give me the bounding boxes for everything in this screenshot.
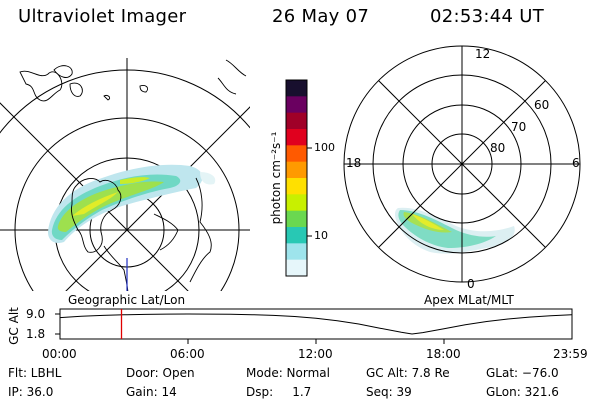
status-gain: Gain: 14 [126, 385, 177, 399]
time-tick-1200: 12:00 [298, 347, 333, 361]
mlt-label-18: 18 [346, 156, 362, 170]
aurora-emission-mag [394, 207, 515, 254]
colorbar-segment [286, 243, 307, 261]
magnetic-caption: Apex MLat/MLT [424, 293, 514, 307]
colorbar-segment [286, 80, 307, 97]
colorbar-segment [286, 112, 307, 130]
observation-date: 26 May 07 [272, 6, 370, 27]
magnetic-polar-plot [343, 45, 581, 283]
mlat-label-70: 70 [511, 120, 527, 134]
mlt-line-diag [378, 80, 546, 248]
altitude-plot [55, 308, 573, 344]
colorbar-segment [286, 178, 307, 195]
status-dsp: Dsp: 1.7 [246, 385, 312, 399]
mlt-label-0: 0 [467, 277, 475, 291]
colorbar-tick-10: 10 [314, 229, 328, 242]
status-filter: Flt: LBHL [8, 366, 62, 380]
time-tick-0600: 06:00 [170, 347, 205, 361]
colorbar-tick-100: 100 [314, 141, 335, 154]
time-tick-2359: 23:59 [553, 347, 588, 361]
instrument-title: Ultraviolet Imager [18, 6, 187, 27]
meridian-line [65, 229, 128, 291]
colorbar [285, 79, 312, 277]
time-tick-1800: 18:00 [426, 347, 461, 361]
observation-time: 02:53:44 UT [430, 6, 545, 27]
colorbar-segment [286, 145, 307, 163]
mlat-label-80: 80 [490, 141, 506, 155]
colorbar-segment [286, 161, 307, 179]
time-tick-0000: 00:00 [42, 347, 77, 361]
geographic-map [0, 58, 250, 291]
mlat-label-60: 60 [534, 98, 550, 112]
meridian-line [126, 229, 189, 291]
altitude-y-min: 1.8 [26, 327, 46, 341]
altitude-plot-frame [59, 308, 573, 340]
colorbar-segment [286, 227, 307, 244]
meridian-line [126, 106, 250, 231]
status-seq: Seq: 39 [366, 385, 412, 399]
colorbar-segment [286, 194, 307, 212]
gc-altitude-curve [59, 313, 572, 335]
aurora-emission-geo [48, 164, 216, 243]
mlt-label-6: 6 [572, 156, 580, 170]
altitude-y-max: 9.0 [26, 307, 46, 321]
status-door: Door: Open [126, 366, 195, 380]
colorbar-segment [286, 210, 307, 228]
colorbar-segment [286, 96, 307, 114]
colorbar-segment [286, 129, 307, 146]
status-gc-alt: GC Alt: 7.8 Re [366, 366, 450, 380]
status-glat: GLat: −76.0 [486, 366, 559, 380]
mlt-label-12: 12 [475, 47, 491, 61]
altitude-ylabel: GC Alt [7, 307, 21, 345]
status-glon: GLon: 321.6 [486, 385, 559, 399]
status-ip: IP: 36.0 [8, 385, 54, 399]
colorbar-segment [286, 259, 307, 277]
status-mode: Mode: Normal [246, 366, 330, 380]
geographic-caption: Geographic Lat/Lon [68, 293, 186, 307]
colorbar-unit-label: photon cm⁻²s⁻¹ [269, 131, 283, 225]
